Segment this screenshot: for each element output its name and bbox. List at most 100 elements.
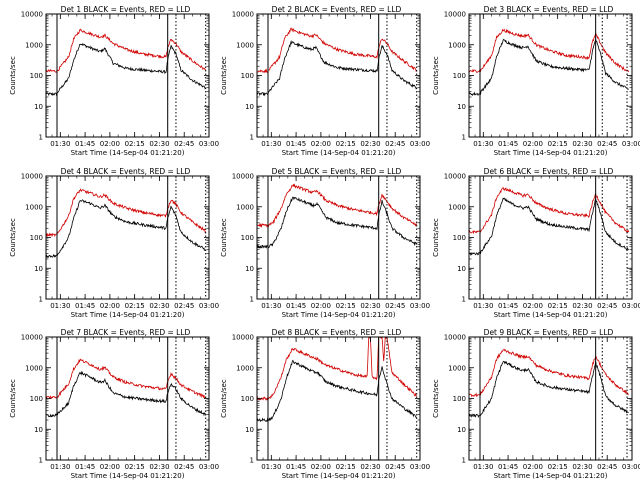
x-tick-label: 02:30 [149,302,169,310]
panel-det-6: 1 10 100 1000 10000 01:30 01:45 02:00 02:15 02:30… [432,167,640,319]
y-axis-label: Counts/sec [9,218,17,257]
x-tick-label: 02:45 [385,302,405,310]
x-tick-label: 01:45 [498,302,518,310]
x-tick-label: 03:00 [410,140,430,148]
x-tick-label: 02:15 [336,463,356,471]
panel-det-3: 1 10 100 1000 10000 01:30 01:45 02:00 02:15 02:30… [432,5,640,157]
y-tick-label: 100 [241,72,254,80]
y-tick-label: 10 [245,265,254,273]
x-tick-label: 02:00 [100,302,120,310]
panel-title: Det 2 BLACK = Events, RED = LLD [272,5,402,14]
y-tick-label: 10 [34,103,43,111]
x-tick-label: 02:30 [149,140,169,148]
x-axis-label: Start Time (14-Sep-04 01:21:20) [71,311,185,319]
y-tick-label: 10000 [232,173,254,181]
x-tick-label: 01:45 [286,463,306,471]
lld-series-det-1 [46,28,207,73]
y-tick-label: 10 [34,265,43,273]
x-tick-label: 02:45 [385,463,405,471]
x-tick-label: 01:30 [473,302,493,310]
y-axis-label: Counts/sec [9,56,17,95]
y-tick-label: 1000 [236,203,254,211]
x-tick-label: 03:00 [199,302,219,310]
y-tick-label: 1000 [236,41,254,49]
x-axis-label: Start Time (14-Sep-04 01:21:20) [282,311,396,319]
y-tick-label: 1000 [448,364,466,372]
x-tick-label: 02:15 [125,140,145,148]
y-axis-label: Counts/sec [432,218,440,257]
x-tick-label: 03:00 [199,140,219,148]
plot-area [46,188,207,259]
panel-title: Det 1 BLACK = Events, RED = LLD [61,5,191,14]
x-tick-label: 02:15 [548,302,568,310]
y-tick-label: 100 [241,234,254,242]
axes-frame [468,13,633,138]
axes-frame [45,13,210,138]
x-axis-label: Start Time (14-Sep-04 01:21:20) [71,149,185,157]
y-axis-label: Counts/sec [432,379,440,418]
y-tick-label: 10000 [21,173,43,181]
x-tick-label: 01:45 [498,140,518,148]
x-tick-label: 03:00 [622,302,640,310]
lld-series-det-8 [257,337,417,401]
y-tick-label: 1 [250,134,254,142]
y-axis-label: Counts/sec [220,218,228,257]
y-tick-label: 1000 [25,41,43,49]
axes-frame [45,175,210,300]
y-tick-label: 10 [457,103,466,111]
x-tick-label: 01:30 [473,140,493,148]
x-tick-label: 01:45 [75,140,95,148]
axes-frame [468,175,633,300]
y-tick-label: 1000 [448,41,466,49]
x-tick-label: 02:15 [336,302,356,310]
x-tick-label: 02:00 [523,140,543,148]
lld-series-det-7 [46,358,207,400]
lld-series-det-9 [469,348,629,398]
y-tick-label: 10000 [444,334,466,342]
x-tick-label: 02:30 [360,463,380,471]
axes-frame [256,13,421,138]
axes-frame [45,336,210,461]
lld-series-det-3 [469,28,630,73]
panel-det-8: 1 10 100 1000 10000 01:30 01:45 02:00 02:15 02:30… [220,328,430,480]
x-tick-label: 01:45 [75,463,95,471]
x-tick-label: 03:00 [199,463,219,471]
panel-det-2: 1 10 100 1000 10000 01:30 01:45 02:00 02:15 02:30… [220,5,430,157]
x-tick-label: 01:30 [473,463,493,471]
plot-area [469,348,629,419]
y-tick-label: 1000 [25,364,43,372]
plot-area [46,28,207,97]
x-tick-label: 02:30 [360,140,380,148]
x-tick-label: 02:45 [597,302,617,310]
lld-series-det-5 [257,183,418,229]
x-tick-label: 03:00 [410,302,430,310]
x-tick-label: 01:45 [286,302,306,310]
y-tick-label: 10000 [232,11,254,19]
x-tick-label: 02:00 [100,463,120,471]
x-tick-label: 02:00 [311,302,331,310]
x-tick-label: 02:15 [548,140,568,148]
y-tick-label: 10000 [21,11,43,19]
y-tick-label: 1 [250,457,254,465]
x-tick-label: 02:00 [523,463,543,471]
y-tick-label: 10 [457,426,466,434]
x-tick-label: 01:45 [75,302,95,310]
events-series-det-7 [46,370,207,418]
y-tick-label: 1000 [448,203,466,211]
x-tick-label: 01:30 [261,302,281,310]
plot-area [46,358,207,418]
y-tick-label: 10 [245,426,254,434]
events-series-det-5 [257,196,417,249]
y-axis-label: Counts/sec [432,56,440,95]
events-series-det-6 [469,197,629,257]
x-tick-label: 02:30 [149,463,169,471]
y-tick-label: 100 [453,395,466,403]
x-tick-label: 03:00 [410,463,430,471]
x-tick-label: 02:15 [548,463,568,471]
events-series-det-3 [469,38,629,97]
y-tick-label: 1 [39,134,43,142]
x-tick-label: 02:45 [174,463,194,471]
axes-frame [256,175,421,300]
x-tick-label: 02:45 [597,463,617,471]
